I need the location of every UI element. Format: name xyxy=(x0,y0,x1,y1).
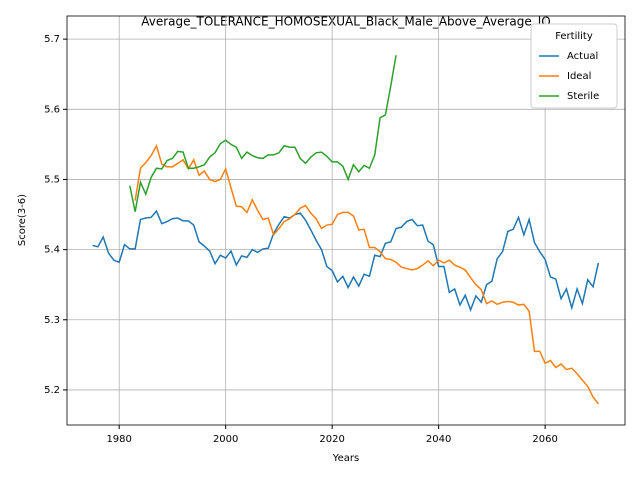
plot-frame xyxy=(66,15,626,426)
legend-label: Ideal xyxy=(567,71,591,82)
series-line xyxy=(129,55,397,212)
x-tick-label: 2040 xyxy=(426,434,451,445)
x-tick-label: 2000 xyxy=(213,434,238,445)
y-tick-label: 5.6 xyxy=(44,104,60,115)
legend-title: Fertility xyxy=(555,31,593,42)
x-tick-label: 2020 xyxy=(319,434,344,445)
legend-label: Actual xyxy=(567,51,598,62)
y-tick-label: 5.4 xyxy=(44,245,60,256)
y-axis-label: Score(3-6) xyxy=(17,194,28,246)
x-tick-label: 2060 xyxy=(532,434,557,445)
y-tick-label: 5.5 xyxy=(44,174,60,185)
legend-label: Sterile xyxy=(567,91,599,102)
series-line xyxy=(92,209,600,313)
legend-box xyxy=(530,23,618,109)
y-tick-label: 5.7 xyxy=(44,34,60,45)
x-axis-label: Years xyxy=(332,453,359,464)
x-tick-label: 1980 xyxy=(106,434,131,445)
chart-title: Average_TOLERANCE_HOMOSEXUAL_Black_Male_… xyxy=(141,15,551,29)
legend: Fertility Actual Ideal Sterile xyxy=(530,23,618,109)
y-tick-label: 5.3 xyxy=(44,315,60,326)
y-tick-label: 5.2 xyxy=(44,385,60,396)
series-line xyxy=(134,143,599,405)
